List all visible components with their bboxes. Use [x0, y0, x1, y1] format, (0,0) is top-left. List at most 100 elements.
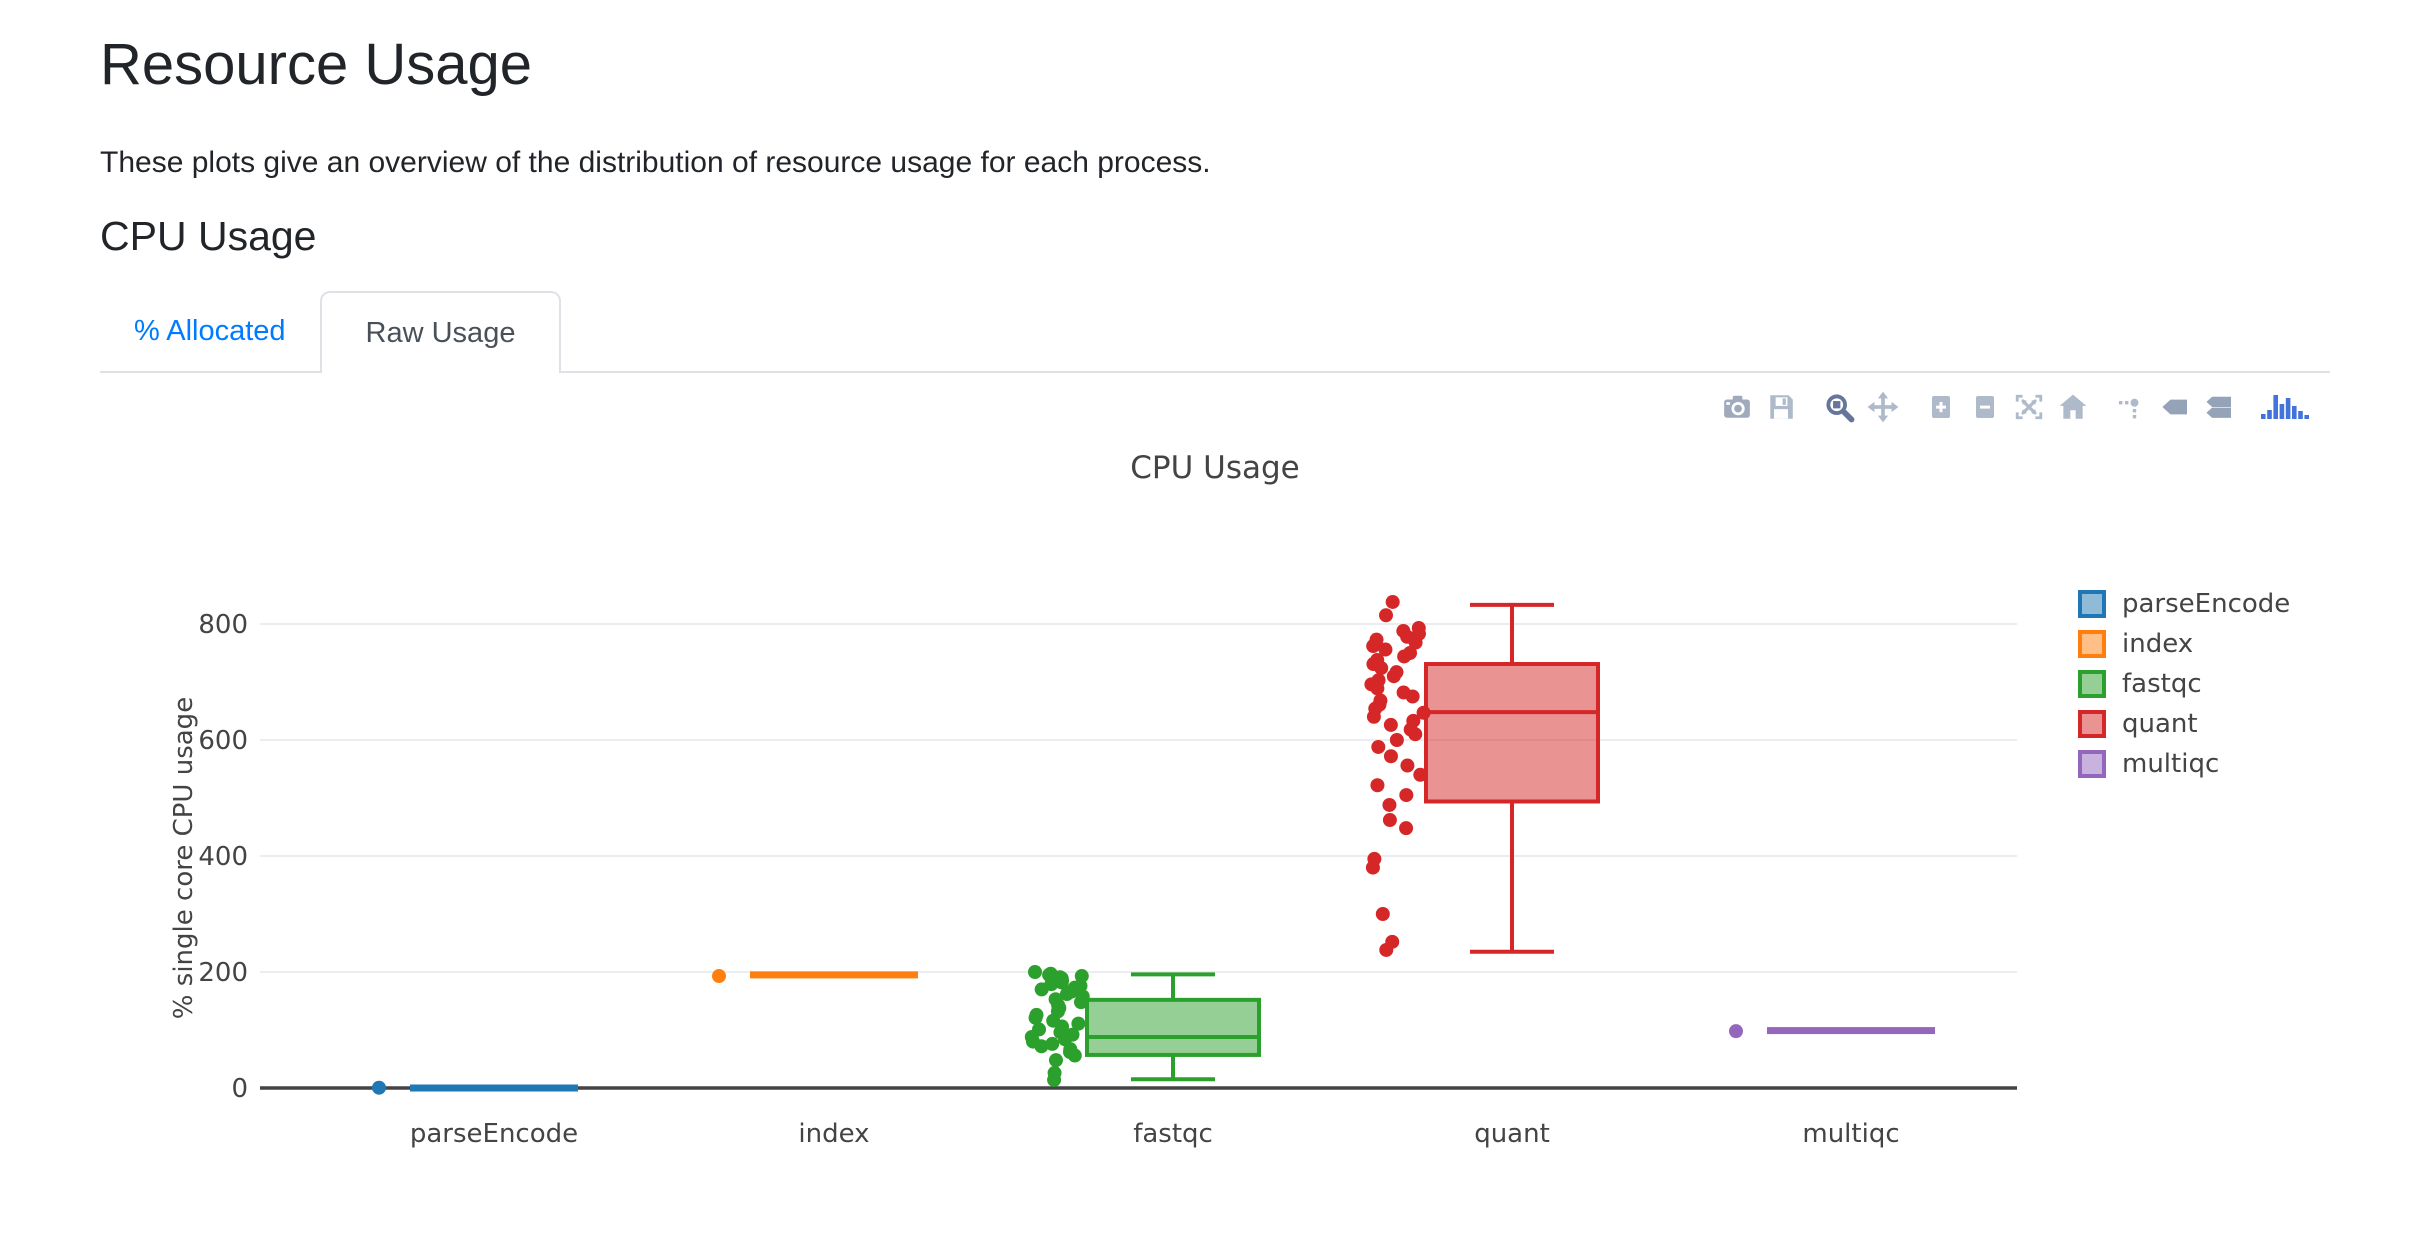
pan-arrows-icon — [1867, 391, 1899, 423]
legend-label: parseEncode — [2122, 589, 2291, 619]
data-point-quant[interactable] — [1385, 594, 1400, 609]
data-point-quant[interactable] — [1365, 860, 1380, 875]
y-tick-label: 400 — [198, 842, 248, 872]
cpu-usage-boxplot-chart: 0 200 400 600 800 parseEncode index fastqc quant… — [169, 450, 2017, 1149]
data-point-quant[interactable] — [1399, 788, 1414, 803]
data-point-quant[interactable] — [1400, 758, 1415, 773]
data-point-fastqc[interactable] — [1045, 1036, 1060, 1051]
legend-swatch-icon — [2078, 590, 2106, 618]
data-point-quant[interactable] — [1408, 727, 1423, 742]
plotly-modebar — [1721, 390, 2313, 424]
data-point-quant[interactable] — [1382, 813, 1397, 828]
chart-title: CPU Usage — [1130, 450, 1299, 486]
zoom-in-button[interactable] — [1925, 390, 1957, 424]
data-point-fastqc[interactable] — [1054, 975, 1069, 990]
data-point-fastqc[interactable] — [1027, 965, 1042, 979]
box-plot-index[interactable] — [750, 971, 918, 979]
legend-item-multiqc[interactable]: multiqc — [2078, 749, 2290, 779]
legend-label: index — [2122, 629, 2194, 659]
save-button[interactable] — [1765, 390, 1797, 424]
data-point-quant[interactable] — [1371, 739, 1386, 754]
data-point-fastqc[interactable] — [1067, 1048, 1082, 1063]
data-point-fastqc[interactable] — [1034, 982, 1049, 997]
data-point-quant[interactable] — [1382, 797, 1397, 812]
tab-raw-usage[interactable]: Raw Usage — [319, 291, 562, 373]
cpu-usage-tabs: % Allocated Raw Usage — [100, 291, 2330, 373]
data-point-quant[interactable] — [1366, 709, 1381, 724]
data-point-quant[interactable] — [1416, 705, 1431, 720]
camera-icon — [1722, 392, 1752, 422]
tab-percent-allocated[interactable]: % Allocated — [134, 315, 286, 347]
zoom-out-button[interactable] — [1969, 390, 2001, 424]
data-point-quant[interactable] — [1370, 681, 1385, 696]
data-point-quant[interactable] — [1379, 608, 1394, 623]
data-point-fastqc[interactable] — [1047, 1072, 1062, 1087]
legend-label: fastqc — [2122, 669, 2202, 699]
chart-legend: parseEncode index fastqc quant multiqc — [2078, 589, 2290, 789]
data-point-fastqc[interactable] — [1071, 1016, 1086, 1031]
box-plot-parseEncode[interactable] — [410, 1084, 578, 1092]
hover-closest-button[interactable] — [2159, 390, 2191, 424]
plus-square-icon — [1927, 393, 1955, 421]
data-point-multiqc[interactable] — [1729, 1024, 1743, 1039]
data-point-index[interactable] — [712, 969, 726, 984]
data-point-fastqc[interactable] — [1048, 1053, 1063, 1068]
x-tick-label: fastqc — [1133, 1119, 1213, 1149]
data-point-quant[interactable] — [1413, 767, 1428, 782]
data-point-quant[interactable] — [1379, 942, 1394, 957]
single-tooltip-tag-icon — [2159, 391, 2191, 423]
x-tick-label: multiqc — [1802, 1119, 1899, 1149]
page-subtitle: These plots give an overview of the dist… — [100, 146, 1211, 179]
download-camera-button[interactable] — [1721, 390, 1753, 424]
data-point-quant[interactable] — [1386, 669, 1401, 684]
double-tooltip-tags-icon — [2203, 391, 2235, 423]
data-point-parseEncode[interactable] — [372, 1080, 386, 1095]
reset-axes-button[interactable] — [2057, 390, 2089, 424]
box-plot-quant[interactable] — [1424, 662, 1600, 804]
legend-swatch-icon — [2078, 750, 2106, 778]
legend-label: multiqc — [2122, 749, 2220, 779]
page-title: Resource Usage — [100, 32, 532, 97]
hover-compare-button[interactable] — [2203, 390, 2235, 424]
legend-item-index[interactable]: index — [2078, 629, 2290, 659]
plotly-logo-button[interactable] — [2261, 390, 2313, 424]
data-point-quant[interactable] — [1370, 778, 1385, 793]
legend-item-quant[interactable]: quant — [2078, 709, 2290, 739]
data-point-quant[interactable] — [1383, 717, 1398, 732]
y-tick-label: 200 — [198, 958, 248, 988]
legend-item-fastqc[interactable]: fastqc — [2078, 669, 2290, 699]
legend-label: quant — [2122, 709, 2198, 739]
box-plot-multiqc[interactable] — [1767, 1027, 1935, 1035]
data-point-fastqc[interactable] — [1034, 1039, 1049, 1054]
pan-mode-button[interactable] — [1867, 390, 1899, 424]
zoom-magnifier-icon — [1823, 391, 1855, 423]
data-point-quant[interactable] — [1378, 642, 1393, 657]
minus-square-icon — [1971, 393, 1999, 421]
data-point-quant[interactable] — [1389, 733, 1404, 747]
floppy-disk-icon — [1766, 392, 1796, 422]
data-point-quant[interactable] — [1397, 649, 1412, 664]
plotly-logo-bars-icon — [2261, 392, 2313, 422]
data-point-fastqc[interactable] — [1028, 1010, 1043, 1025]
data-point-fastqc[interactable] — [1073, 995, 1088, 1010]
data-point-fastqc[interactable] — [1059, 987, 1074, 1002]
legend-item-parseEncode[interactable]: parseEncode — [2078, 589, 2290, 619]
autoscale-brackets-icon — [2014, 392, 2044, 422]
x-tick-label: parseEncode — [410, 1119, 578, 1149]
data-point-quant[interactable] — [1374, 661, 1389, 676]
toggle-spike-lines-button[interactable] — [2115, 390, 2147, 424]
data-point-quant[interactable] — [1383, 749, 1398, 764]
y-tick-label: 0 — [231, 1074, 248, 1104]
spike-lines-icon — [2117, 393, 2145, 421]
data-point-quant[interactable] — [1366, 639, 1381, 654]
data-point-quant[interactable] — [1375, 907, 1390, 921]
data-point-quant[interactable] — [1408, 635, 1423, 650]
data-point-quant[interactable] — [1399, 821, 1414, 836]
section-heading-cpu-usage: CPU Usage — [100, 213, 317, 259]
zoom-mode-button[interactable] — [1823, 390, 1855, 424]
data-point-quant[interactable] — [1405, 689, 1420, 704]
legend-swatch-icon — [2078, 710, 2106, 738]
legend-swatch-icon — [2078, 630, 2106, 658]
box-plot-fastqc[interactable] — [1085, 997, 1261, 1057]
autoscale-button[interactable] — [2013, 390, 2045, 424]
